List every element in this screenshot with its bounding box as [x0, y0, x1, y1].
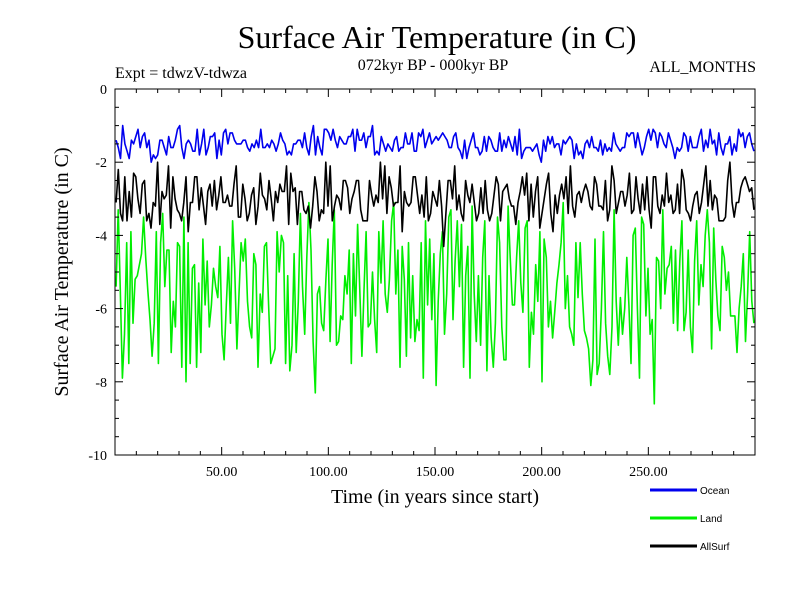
series-line-ocean: [115, 124, 755, 163]
legend: Ocean Land AllSurf: [650, 486, 730, 553]
x-tick-label: 150.00: [416, 465, 455, 480]
legend-label-land: Land: [700, 514, 722, 525]
x-axis-label: Time (in years since start): [331, 486, 539, 508]
x-tick-label: 50.00: [206, 465, 238, 480]
y-tick-label: -4: [95, 229, 107, 244]
subtitle-left: Expt = tdwzV-tdwza: [115, 65, 247, 82]
chart-title: Surface Air Temperature (in C): [238, 19, 637, 55]
y-axis-label: Surface Air Temperature (in C): [51, 147, 73, 396]
series-line-allsurf: [115, 161, 755, 248]
series-line-land: [115, 201, 755, 405]
series-layer: [115, 124, 755, 405]
x-tick-label: 200.00: [522, 465, 561, 480]
y-tick-label: 0: [100, 83, 107, 98]
x-tick-label: 250.00: [629, 465, 668, 480]
y-tick-label: -8: [95, 376, 107, 391]
legend-label-allsurf: AllSurf: [700, 542, 730, 553]
plot-frame: [114, 88, 756, 456]
x-tick-label: 100.00: [309, 465, 348, 480]
subtitle-center: 072kyr BP - 000kyr BP: [358, 57, 509, 74]
legend-label-ocean: Ocean: [700, 486, 729, 497]
y-tick-label: -6: [95, 303, 107, 318]
y-tick-label: -10: [88, 449, 107, 464]
y-tick-label: -2: [95, 156, 107, 171]
subtitle-right: ALL_MONTHS: [649, 59, 756, 76]
